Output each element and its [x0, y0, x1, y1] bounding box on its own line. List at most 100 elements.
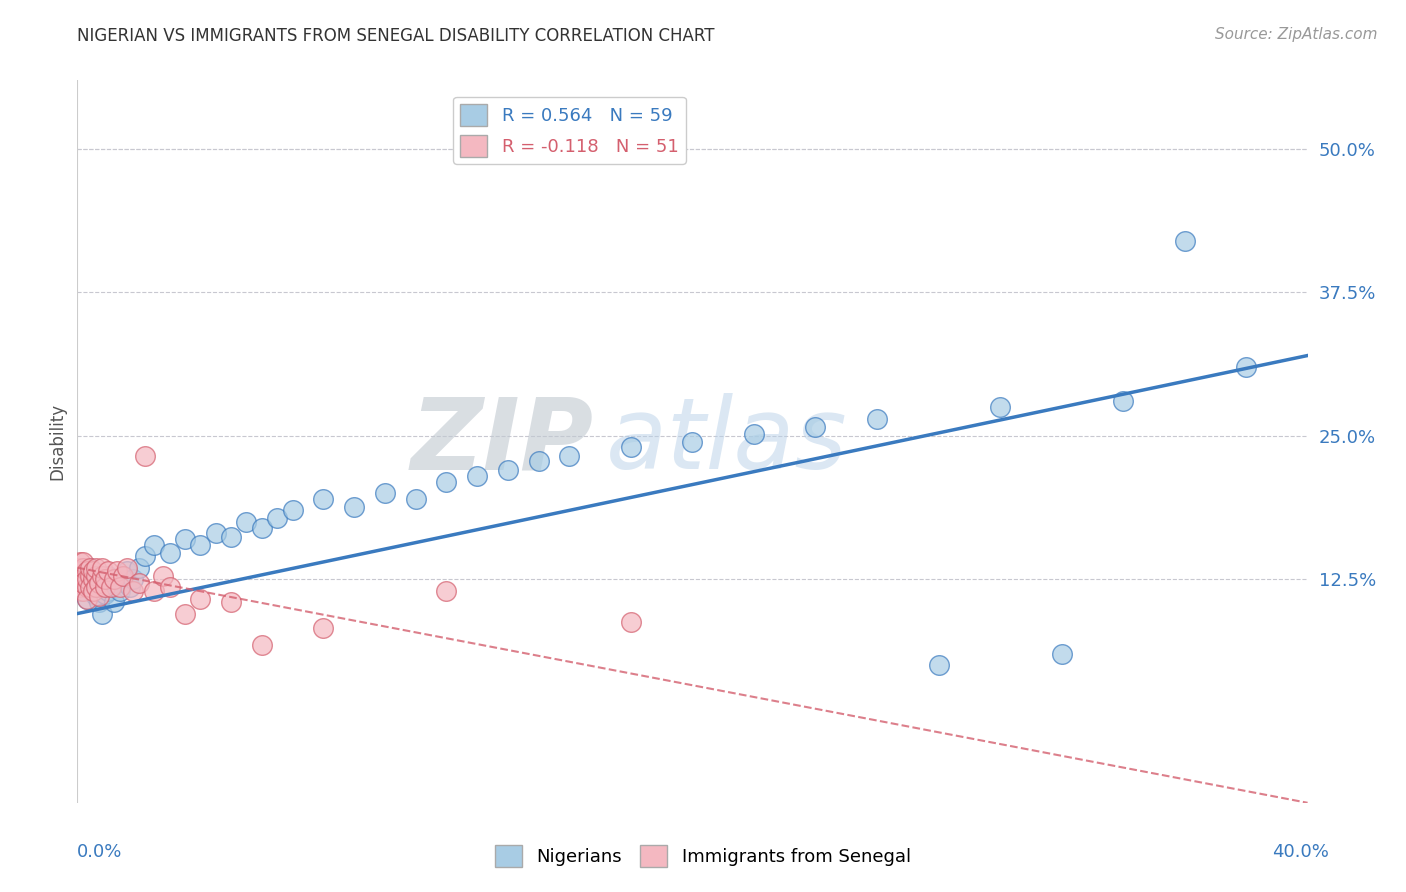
Point	[436, 475, 458, 489]
Y-axis label: Disability: Disability	[48, 403, 66, 480]
Point	[143, 538, 166, 552]
Point	[281, 503, 304, 517]
Point	[69, 583, 91, 598]
Point	[72, 564, 94, 578]
Point	[76, 564, 98, 578]
Point	[69, 572, 91, 586]
Point	[159, 546, 181, 560]
Point	[76, 572, 98, 586]
Point	[90, 568, 114, 582]
Point	[72, 575, 94, 590]
Point	[69, 555, 91, 569]
Point	[188, 538, 212, 552]
Point	[69, 564, 91, 578]
Point	[90, 560, 114, 574]
Point	[105, 575, 128, 590]
Text: ZIP: ZIP	[411, 393, 595, 490]
Point	[79, 580, 101, 594]
Point	[82, 564, 104, 578]
Point	[121, 583, 143, 598]
Point	[620, 440, 643, 454]
Point	[112, 568, 135, 582]
Point	[69, 580, 91, 594]
Point	[312, 622, 335, 636]
Point	[90, 575, 114, 590]
Point	[121, 572, 143, 586]
Point	[128, 575, 150, 590]
Point	[527, 454, 550, 468]
Point	[188, 591, 212, 606]
Point	[84, 568, 107, 582]
Point	[928, 658, 950, 673]
Point	[496, 463, 519, 477]
Point	[110, 583, 132, 598]
Point	[134, 450, 156, 464]
Point	[112, 568, 135, 582]
Point	[804, 419, 827, 434]
Point	[76, 580, 98, 594]
Point	[159, 580, 181, 594]
Text: 40.0%: 40.0%	[1272, 843, 1329, 861]
Point	[115, 564, 138, 578]
Point	[84, 580, 107, 594]
Point	[343, 500, 366, 514]
Text: 0.0%: 0.0%	[77, 843, 122, 861]
Point	[97, 568, 120, 582]
Point	[82, 583, 104, 598]
Point	[620, 615, 643, 629]
Point	[312, 491, 335, 506]
Point	[405, 491, 427, 506]
Point	[66, 568, 89, 582]
Point	[97, 564, 120, 578]
Point	[90, 607, 114, 621]
Point	[174, 607, 197, 621]
Point	[250, 638, 273, 652]
Point	[374, 486, 396, 500]
Point	[97, 583, 120, 598]
Point	[1234, 359, 1257, 374]
Point	[266, 511, 288, 525]
Point	[87, 590, 110, 604]
Point	[72, 560, 94, 574]
Point	[235, 515, 257, 529]
Point	[174, 532, 197, 546]
Point	[742, 426, 765, 441]
Point	[558, 450, 581, 464]
Point	[84, 590, 107, 604]
Point	[100, 580, 122, 594]
Point	[79, 560, 101, 574]
Point	[110, 580, 132, 594]
Point	[1050, 647, 1073, 661]
Point	[105, 564, 128, 578]
Point	[82, 575, 104, 590]
Point	[103, 595, 125, 609]
Legend: Nigerians, Immigrants from Senegal: Nigerians, Immigrants from Senegal	[488, 838, 918, 874]
Point	[118, 580, 141, 594]
Point	[79, 560, 101, 574]
Point	[204, 526, 226, 541]
Point	[69, 568, 91, 582]
Point	[134, 549, 156, 564]
Point	[87, 580, 110, 594]
Legend: R = 0.564   N = 59, R = -0.118   N = 51: R = 0.564 N = 59, R = -0.118 N = 51	[453, 96, 686, 164]
Point	[115, 560, 138, 574]
Point	[128, 560, 150, 574]
Point	[682, 434, 704, 449]
Point	[94, 572, 117, 586]
Point	[866, 411, 889, 425]
Point	[219, 530, 242, 544]
Point	[100, 580, 122, 594]
Text: NIGERIAN VS IMMIGRANTS FROM SENEGAL DISABILITY CORRELATION CHART: NIGERIAN VS IMMIGRANTS FROM SENEGAL DISA…	[77, 27, 714, 45]
Point	[84, 560, 107, 574]
Point	[79, 580, 101, 594]
Point	[94, 580, 117, 594]
Text: Source: ZipAtlas.com: Source: ZipAtlas.com	[1215, 27, 1378, 42]
Point	[82, 572, 104, 586]
Point	[152, 568, 174, 582]
Point	[76, 572, 98, 586]
Point	[143, 583, 166, 598]
Point	[76, 591, 98, 606]
Point	[82, 583, 104, 598]
Point	[72, 578, 94, 592]
Point	[103, 572, 125, 586]
